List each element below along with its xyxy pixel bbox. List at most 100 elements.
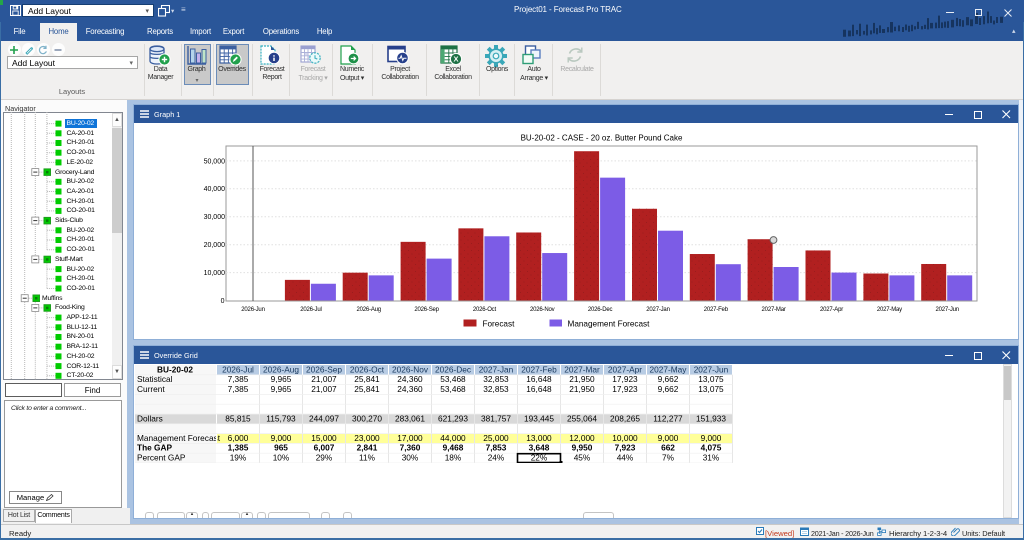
svg-text:2027-Jan: 2027-Jan bbox=[479, 365, 514, 374]
svg-text:9,965: 9,965 bbox=[271, 374, 292, 384]
svg-text:2026-Dec: 2026-Dec bbox=[588, 307, 613, 313]
svg-text:17,923: 17,923 bbox=[612, 374, 638, 384]
svg-text:24,360: 24,360 bbox=[397, 383, 423, 393]
svg-text:1,385: 1,385 bbox=[228, 442, 249, 452]
svg-text:23,000: 23,000 bbox=[354, 432, 380, 442]
svg-text:21,007: 21,007 bbox=[311, 374, 337, 384]
svg-text:7,385: 7,385 bbox=[228, 383, 249, 393]
svg-text:The GAP: The GAP bbox=[137, 442, 173, 452]
svg-text:21,007: 21,007 bbox=[311, 383, 337, 393]
svg-text:151,933: 151,933 bbox=[696, 413, 726, 423]
svg-text:2026-Aug: 2026-Aug bbox=[263, 365, 299, 374]
svg-text:7,853: 7,853 bbox=[486, 442, 507, 452]
svg-text:17,000: 17,000 bbox=[397, 432, 423, 442]
svg-text:2026-Jul: 2026-Jul bbox=[222, 365, 254, 374]
svg-text:10%: 10% bbox=[273, 452, 290, 462]
svg-text:44%: 44% bbox=[617, 452, 634, 462]
svg-text:16,648: 16,648 bbox=[526, 383, 552, 393]
svg-text:2026-Jul: 2026-Jul bbox=[300, 307, 321, 313]
svg-text:Statistical: Statistical bbox=[137, 374, 173, 384]
svg-text:6,000: 6,000 bbox=[228, 432, 249, 442]
svg-text:21,950: 21,950 bbox=[569, 383, 595, 393]
svg-text:255,064: 255,064 bbox=[567, 413, 597, 423]
svg-text:2026-Nov: 2026-Nov bbox=[392, 365, 429, 374]
svg-text:Percent GAP: Percent GAP bbox=[137, 452, 186, 462]
svg-text:2026-Sep: 2026-Sep bbox=[414, 307, 439, 313]
svg-text:31%: 31% bbox=[703, 452, 720, 462]
svg-text:2026-Dec: 2026-Dec bbox=[435, 365, 471, 374]
svg-text:4,075: 4,075 bbox=[701, 442, 722, 452]
svg-text:9,000: 9,000 bbox=[701, 432, 722, 442]
svg-text:13,075: 13,075 bbox=[698, 383, 724, 393]
svg-text:Forecast: Forecast bbox=[483, 320, 516, 329]
svg-text:Management Forecast: Management Forecast bbox=[137, 432, 221, 442]
svg-text:BU-20-02 - CASE - 20 oz. Butte: BU-20-02 - CASE - 20 oz. Butter Pound Ca… bbox=[521, 134, 683, 143]
svg-text:15,000: 15,000 bbox=[311, 432, 337, 442]
svg-text:2027-Feb: 2027-Feb bbox=[521, 365, 557, 374]
svg-text:13,000: 13,000 bbox=[526, 432, 552, 442]
svg-text:53,468: 53,468 bbox=[440, 374, 466, 384]
svg-text:13,075: 13,075 bbox=[698, 374, 724, 384]
svg-text:85,815: 85,815 bbox=[225, 413, 251, 423]
svg-text:40,000: 40,000 bbox=[204, 186, 226, 193]
svg-text:10,000: 10,000 bbox=[204, 270, 226, 277]
svg-text:6,007: 6,007 bbox=[314, 442, 335, 452]
svg-text:BU-20-02: BU-20-02 bbox=[157, 365, 193, 374]
svg-text:25,841: 25,841 bbox=[354, 383, 380, 393]
svg-text:2026-Oct: 2026-Oct bbox=[350, 365, 385, 374]
svg-text:25,000: 25,000 bbox=[483, 432, 509, 442]
svg-text:2027-May: 2027-May bbox=[877, 307, 902, 313]
svg-text:12,000: 12,000 bbox=[569, 432, 595, 442]
svg-text:24,360: 24,360 bbox=[397, 374, 423, 384]
svg-text:381,757: 381,757 bbox=[481, 413, 511, 423]
svg-text:32,853: 32,853 bbox=[483, 374, 509, 384]
svg-text:2027-Jan: 2027-Jan bbox=[646, 307, 669, 313]
svg-text:Dollars: Dollars bbox=[137, 413, 163, 423]
svg-text:9,000: 9,000 bbox=[658, 432, 679, 442]
svg-text:29%: 29% bbox=[316, 452, 333, 462]
svg-text:244,097: 244,097 bbox=[309, 413, 339, 423]
svg-text:16,648: 16,648 bbox=[526, 374, 552, 384]
svg-text:44,000: 44,000 bbox=[440, 432, 466, 442]
svg-text:18%: 18% bbox=[445, 452, 462, 462]
svg-text:283,061: 283,061 bbox=[395, 413, 425, 423]
svg-text:2027-Mar: 2027-Mar bbox=[762, 307, 786, 313]
svg-text:21,950: 21,950 bbox=[569, 374, 595, 384]
svg-text:19%: 19% bbox=[230, 452, 247, 462]
svg-text:30%: 30% bbox=[402, 452, 419, 462]
svg-text:621,293: 621,293 bbox=[438, 413, 468, 423]
svg-text:300,270: 300,270 bbox=[352, 413, 382, 423]
svg-text:30,000: 30,000 bbox=[204, 214, 226, 221]
svg-text:10,000: 10,000 bbox=[612, 432, 638, 442]
svg-text:208,265: 208,265 bbox=[610, 413, 640, 423]
svg-text:9,950: 9,950 bbox=[572, 442, 593, 452]
svg-text:2027-Jun: 2027-Jun bbox=[694, 365, 729, 374]
svg-text:0: 0 bbox=[221, 298, 225, 305]
svg-text:965: 965 bbox=[274, 442, 288, 452]
svg-text:2027-Mar: 2027-Mar bbox=[564, 365, 600, 374]
svg-text:2026-Nov: 2026-Nov bbox=[530, 307, 555, 313]
svg-text:22%: 22% bbox=[531, 452, 548, 462]
svg-text:112,277: 112,277 bbox=[653, 413, 683, 423]
svg-text:2027-May: 2027-May bbox=[650, 365, 688, 374]
svg-text:115,793: 115,793 bbox=[266, 413, 296, 423]
svg-text:20,000: 20,000 bbox=[204, 242, 226, 249]
svg-text:662: 662 bbox=[661, 442, 675, 452]
svg-text:7,923: 7,923 bbox=[615, 442, 636, 452]
svg-text:45%: 45% bbox=[574, 452, 591, 462]
svg-text:2027-Feb: 2027-Feb bbox=[704, 307, 729, 313]
svg-text:17,923: 17,923 bbox=[612, 383, 638, 393]
svg-text:Current: Current bbox=[137, 383, 165, 393]
svg-text:2026-Aug: 2026-Aug bbox=[356, 307, 380, 313]
svg-text:32,853: 32,853 bbox=[483, 383, 509, 393]
svg-text:X: X bbox=[453, 55, 458, 64]
svg-text:2026-Sep: 2026-Sep bbox=[306, 365, 342, 374]
svg-text:11%: 11% bbox=[359, 452, 376, 462]
svg-text:7,360: 7,360 bbox=[400, 442, 421, 452]
svg-text:2,841: 2,841 bbox=[357, 442, 378, 452]
svg-text:3,648: 3,648 bbox=[529, 442, 550, 452]
svg-text:9,965: 9,965 bbox=[271, 383, 292, 393]
svg-text:7%: 7% bbox=[662, 452, 675, 462]
svg-text:25,841: 25,841 bbox=[354, 374, 380, 384]
svg-text:9,000: 9,000 bbox=[271, 432, 292, 442]
